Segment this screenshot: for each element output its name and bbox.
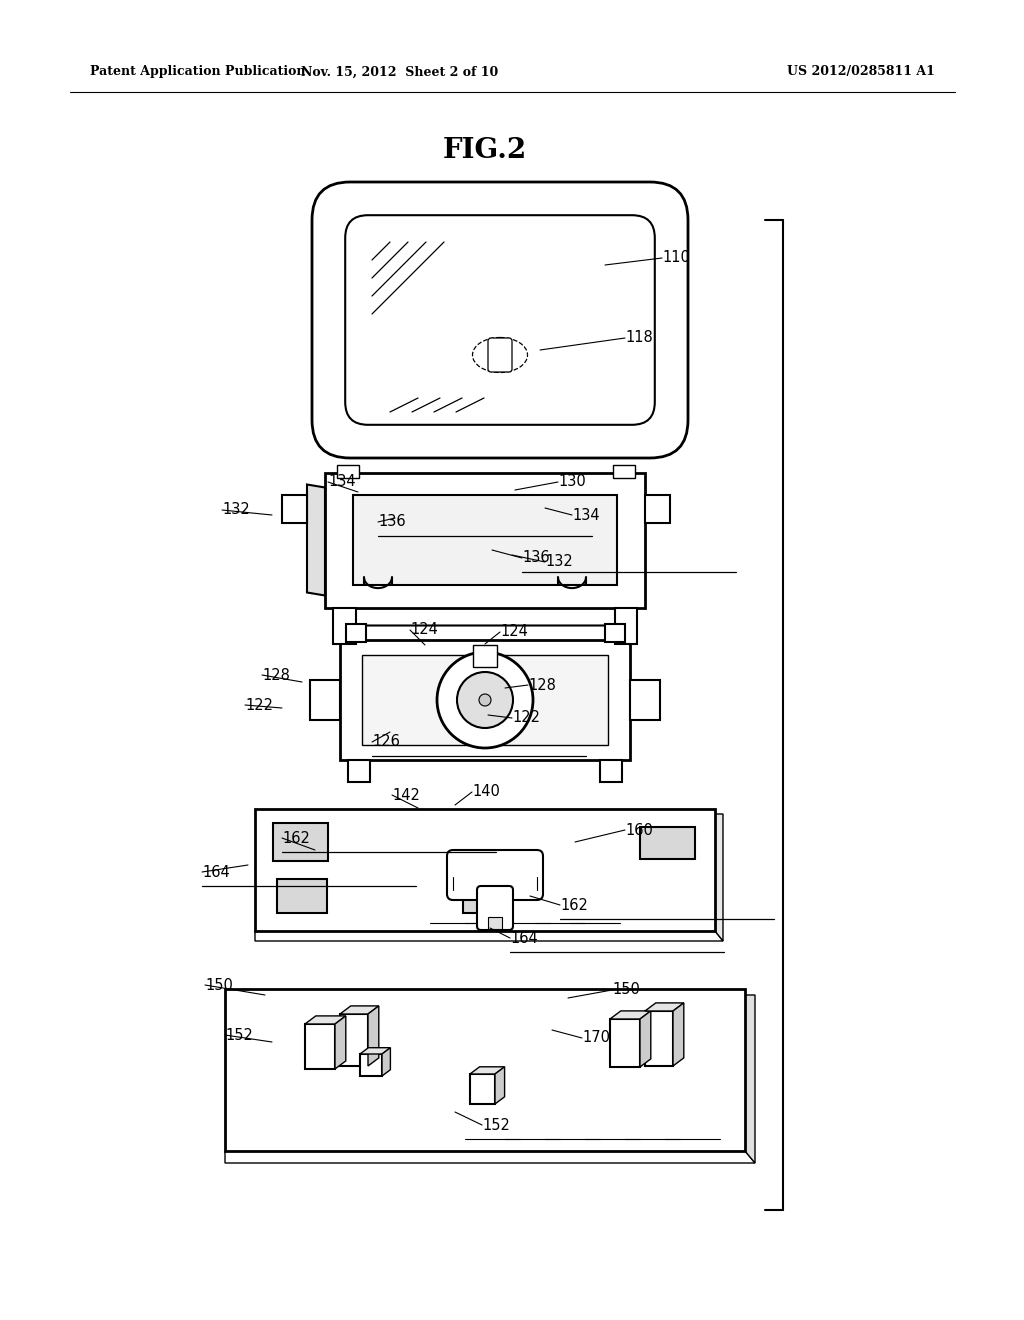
Polygon shape (650, 231, 675, 412)
Text: 162: 162 (282, 830, 310, 846)
Text: 164: 164 (202, 865, 229, 879)
Polygon shape (361, 420, 639, 447)
Text: 134: 134 (572, 507, 600, 523)
Bar (600, 760, 622, 781)
Text: 152: 152 (225, 1027, 253, 1043)
Text: 140: 140 (472, 784, 500, 800)
Text: 152: 152 (482, 1118, 510, 1133)
Text: 132: 132 (222, 503, 250, 517)
Bar (273, 822, 328, 861)
FancyBboxPatch shape (312, 182, 688, 458)
Polygon shape (255, 931, 723, 941)
Polygon shape (360, 1048, 390, 1053)
FancyBboxPatch shape (488, 338, 512, 372)
FancyBboxPatch shape (447, 850, 543, 900)
Bar (325, 473, 645, 607)
Bar (610, 1019, 640, 1067)
Bar (488, 917, 502, 929)
Bar (360, 1053, 382, 1076)
Polygon shape (282, 495, 307, 523)
Circle shape (479, 694, 490, 706)
Bar (340, 640, 630, 760)
Bar (640, 828, 695, 859)
Text: 124: 124 (500, 624, 528, 639)
Polygon shape (335, 1016, 346, 1069)
Text: 122: 122 (245, 697, 273, 713)
Bar (348, 760, 370, 781)
Polygon shape (305, 1016, 346, 1024)
Polygon shape (610, 1011, 651, 1019)
FancyBboxPatch shape (345, 215, 654, 425)
Bar (645, 1011, 673, 1067)
Polygon shape (470, 1067, 505, 1074)
Text: 118: 118 (625, 330, 652, 346)
Polygon shape (645, 1003, 684, 1011)
Circle shape (437, 652, 534, 748)
Polygon shape (495, 1067, 505, 1104)
Text: 164: 164 (510, 931, 538, 945)
Text: 132: 132 (545, 554, 572, 569)
Text: FIG.2: FIG.2 (442, 136, 527, 164)
FancyBboxPatch shape (477, 886, 513, 931)
Text: 124: 124 (410, 623, 438, 638)
Text: US 2012/0285811 A1: US 2012/0285811 A1 (787, 66, 935, 78)
Bar (340, 1014, 368, 1067)
Bar (463, 883, 507, 913)
Text: 110: 110 (662, 251, 690, 265)
Bar (353, 495, 617, 585)
Polygon shape (745, 995, 755, 1163)
Polygon shape (340, 1006, 379, 1014)
Polygon shape (225, 1151, 755, 1163)
Circle shape (457, 672, 513, 729)
Bar (613, 465, 635, 479)
Bar (337, 465, 359, 479)
Text: 150: 150 (612, 982, 640, 998)
Text: 150: 150 (205, 978, 232, 993)
Polygon shape (368, 1006, 379, 1067)
Text: 128: 128 (528, 677, 556, 693)
Bar (605, 624, 625, 642)
Polygon shape (640, 1011, 651, 1067)
Polygon shape (333, 607, 355, 644)
Polygon shape (382, 1048, 390, 1076)
Polygon shape (307, 484, 325, 595)
Polygon shape (335, 607, 635, 626)
Bar (362, 656, 608, 744)
Text: 142: 142 (392, 788, 420, 803)
Text: 122: 122 (512, 710, 540, 726)
Text: 128: 128 (262, 668, 290, 682)
Polygon shape (614, 607, 637, 644)
Text: Nov. 15, 2012  Sheet 2 of 10: Nov. 15, 2012 Sheet 2 of 10 (301, 66, 499, 78)
Bar (470, 1074, 495, 1104)
Text: 134: 134 (328, 474, 355, 490)
Text: Patent Application Publication: Patent Application Publication (90, 66, 305, 78)
Bar (630, 680, 660, 719)
Text: 170: 170 (582, 1031, 610, 1045)
Bar (305, 1024, 335, 1069)
Text: 126: 126 (372, 734, 400, 750)
Bar (255, 809, 715, 931)
Bar (310, 680, 340, 719)
Polygon shape (645, 495, 670, 523)
Text: 130: 130 (558, 474, 586, 490)
Polygon shape (715, 814, 723, 941)
Text: 162: 162 (560, 898, 588, 912)
Bar (346, 624, 366, 642)
Text: 160: 160 (625, 822, 653, 837)
Bar (225, 989, 745, 1151)
Polygon shape (673, 1003, 684, 1067)
Polygon shape (631, 409, 675, 447)
Text: 136: 136 (522, 550, 550, 565)
Bar (473, 645, 497, 667)
Text: 136: 136 (378, 515, 406, 529)
Bar (278, 879, 327, 913)
